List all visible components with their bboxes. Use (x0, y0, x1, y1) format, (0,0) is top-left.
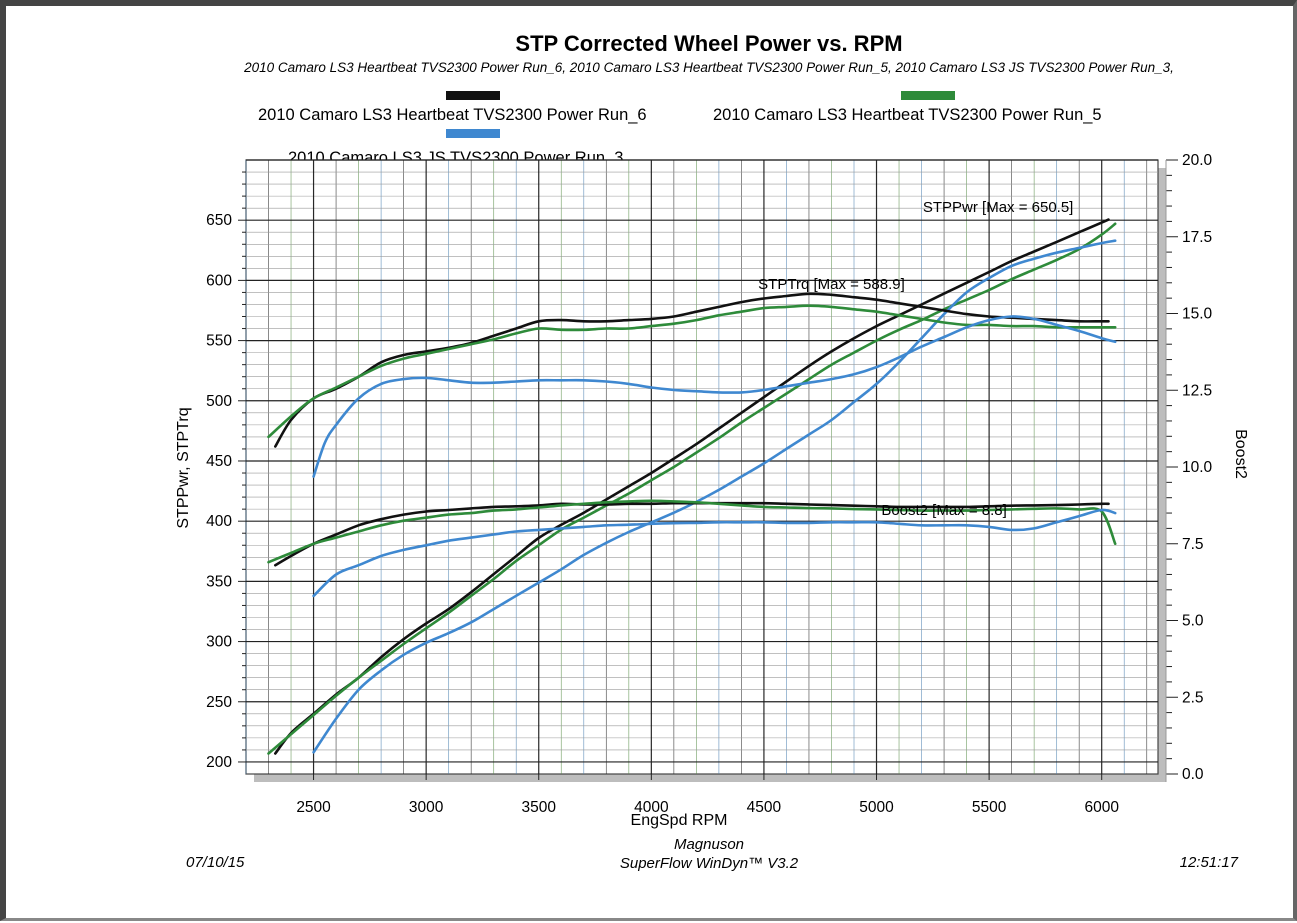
series-line-stptrq-run_3 (312, 315, 1117, 478)
y2-tick-label: 20.0 (1182, 152, 1213, 169)
series-line-stppwr-run_5 (267, 222, 1117, 755)
x-tick-label: 2500 (296, 799, 331, 816)
footer-brand: Magnuson (674, 836, 744, 853)
plot-area (245, 159, 1159, 775)
y2-tick-label: 7.5 (1182, 536, 1204, 553)
dyno-chart: STP Corrected Wheel Power vs. RPM 2010 C… (6, 6, 1293, 918)
series-line-stppwr-run_3 (312, 239, 1117, 754)
chart-title: STP Corrected Wheel Power vs. RPM (515, 31, 902, 56)
annotation-label: Boost2 [Max = 8.8] (881, 502, 1007, 519)
annotation-label: STPPwr [Max = 650.5] (923, 199, 1073, 216)
axis-ticks: 2500 3000 3500 4000 4500 5000 5500 6000 200 250 30… (206, 152, 1212, 816)
annotations: STPPwr [Max = 650.5] STPTrq [Max = 588.9]… (758, 199, 1073, 519)
series-line-stptrq-run_5 (267, 304, 1117, 439)
y-tick-label: 350 (206, 573, 232, 590)
legend-swatch-run6 (446, 91, 500, 100)
y-tick-label: 200 (206, 754, 232, 771)
y-tick-label: 250 (206, 694, 232, 711)
y-axis-label: STPPwr, STPTrq (175, 407, 192, 528)
x-tick-label: 3500 (521, 799, 556, 816)
x-tick-label: 4000 (634, 799, 669, 816)
y2-tick-label: 10.0 (1182, 459, 1213, 476)
legend-label-run5: 2010 Camaro LS3 Heartbeat TVS2300 Power … (713, 106, 1102, 124)
legend-swatch-run3 (446, 129, 500, 138)
legend-label-run6: 2010 Camaro LS3 Heartbeat TVS2300 Power … (258, 106, 647, 124)
series-lines (267, 218, 1117, 755)
x-tick-label: 5500 (972, 799, 1007, 816)
x-tick-label: 4500 (747, 799, 782, 816)
y2-tick-label: 15.0 (1182, 306, 1213, 323)
footer-software: SuperFlow WinDyn™ V3.2 (620, 855, 799, 872)
x-tick-label: 6000 (1084, 799, 1119, 816)
y-tick-label: 500 (206, 393, 232, 410)
x-axis-label: EngSpd RPM (631, 812, 728, 829)
x-tick-label: 3000 (409, 799, 444, 816)
y2-tick-label: 17.5 (1182, 229, 1212, 246)
footer-date: 07/10/15 (186, 854, 245, 871)
y2-tick-label: 12.5 (1182, 382, 1212, 399)
major-grid (246, 159, 1158, 774)
y2-tick-label: 5.0 (1182, 613, 1204, 630)
y-tick-label: 550 (206, 333, 232, 350)
y-tick-label: 300 (206, 634, 232, 651)
y-tick-label: 600 (206, 272, 232, 289)
y2-tick-label: 2.5 (1182, 689, 1204, 706)
y2-tick-label: 0.0 (1182, 766, 1204, 783)
series-line-boost2-run_3 (312, 508, 1117, 598)
y2-axis-label: Boost2 (1232, 429, 1249, 479)
legend-swatch-run5 (901, 91, 955, 100)
series-line-stppwr-run_6 (274, 218, 1110, 755)
chart-subtitle: 2010 Camaro LS3 Heartbeat TVS2300 Power … (243, 60, 1174, 75)
series-line-boost2-run_5 (267, 499, 1117, 564)
x-tick-label: 5000 (859, 799, 894, 816)
y-tick-label: 450 (206, 453, 232, 470)
y-tick-label: 400 (206, 513, 232, 530)
y-tick-label: 650 (206, 212, 232, 229)
annotation-label: STPTrq [Max = 588.9] (758, 276, 905, 293)
footer-time: 12:51:17 (1180, 854, 1239, 871)
series-line-stptrq-run_6 (274, 292, 1110, 448)
minor-grid (245, 160, 1158, 774)
